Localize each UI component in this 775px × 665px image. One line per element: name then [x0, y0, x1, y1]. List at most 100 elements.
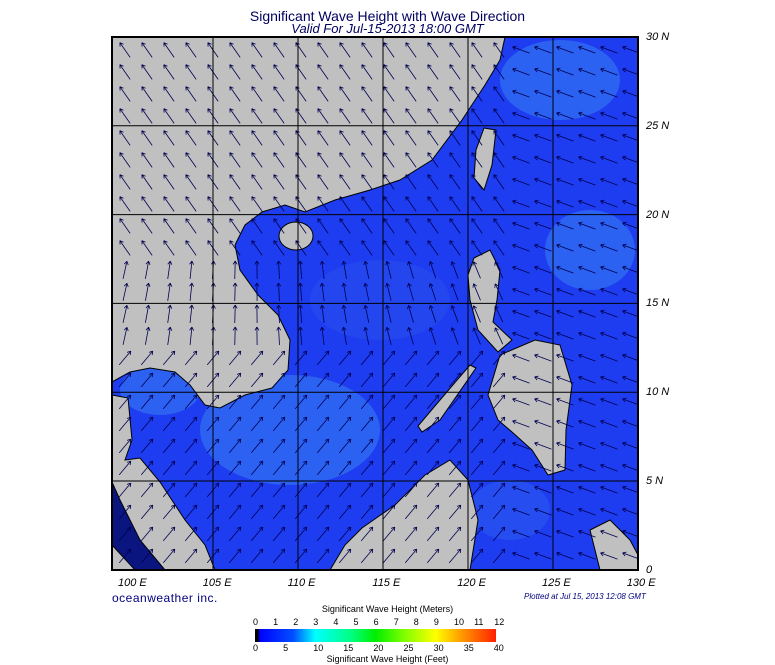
lon-label: 105 E — [202, 577, 232, 589]
direction-arrow — [363, 282, 370, 301]
direction-arrow — [471, 218, 483, 234]
direction-arrow — [448, 350, 462, 366]
direction-arrow — [317, 240, 329, 256]
direction-arrow — [163, 218, 175, 234]
direction-arrow — [426, 350, 440, 366]
direction-arrow — [141, 152, 153, 168]
direction-arrow — [534, 89, 552, 98]
direction-arrow — [450, 305, 459, 323]
direction-arrow — [273, 174, 285, 190]
direction-arrow — [426, 438, 440, 454]
direction-arrow — [162, 350, 176, 366]
direction-arrow — [449, 64, 461, 80]
wave-height-patches — [120, 40, 635, 540]
direction-arrow — [184, 548, 198, 564]
direction-arrow — [600, 133, 618, 142]
direction-arrow — [512, 265, 530, 274]
direction-arrow — [251, 174, 263, 190]
direction-arrow — [361, 86, 373, 102]
direction-arrow — [448, 416, 462, 432]
direction-arrow — [449, 108, 461, 124]
feet-tick: 15 — [343, 643, 354, 653]
feet-tick: 25 — [403, 643, 414, 653]
direction-arrow — [492, 394, 506, 410]
direction-arrow — [163, 196, 175, 212]
direction-arrow — [494, 305, 504, 323]
direction-arrow — [140, 482, 154, 498]
lat-label: 30 N — [646, 31, 670, 43]
direction-arrow — [622, 111, 638, 119]
direction-arrow — [382, 504, 396, 520]
direction-arrow — [382, 416, 396, 432]
direction-arrow — [339, 240, 351, 256]
direction-arrow — [298, 282, 303, 301]
direction-arrow — [189, 326, 194, 345]
direction-arrow — [471, 86, 483, 102]
meters-tick: 12 — [494, 617, 505, 627]
wave-height-map — [111, 36, 639, 571]
direction-arrow — [534, 177, 552, 186]
direction-arrow — [229, 64, 241, 80]
direction-arrow — [556, 441, 574, 450]
direction-arrow — [251, 130, 263, 146]
direction-arrow — [140, 438, 154, 454]
direction-arrow — [119, 86, 131, 102]
direction-arrow — [622, 463, 638, 471]
direction-arrow — [556, 133, 574, 142]
direction-arrow — [578, 551, 596, 560]
direction-arrow — [167, 260, 173, 279]
direction-arrow — [494, 283, 504, 301]
direction-arrow — [319, 326, 325, 345]
direction-arrow — [405, 218, 417, 234]
direction-arrow — [471, 130, 483, 146]
direction-arrow — [512, 485, 530, 494]
meters-tick: 3 — [313, 617, 319, 627]
direction-arrow — [317, 196, 329, 212]
direction-arrow — [493, 174, 505, 190]
direction-arrow — [273, 108, 285, 124]
direction-arrow — [600, 243, 618, 252]
direction-arrow — [600, 309, 618, 318]
direction-arrow — [316, 416, 330, 432]
direction-arrow — [512, 177, 530, 186]
direction-arrow — [360, 416, 374, 432]
direction-arrow — [361, 64, 373, 80]
direction-arrow — [338, 504, 352, 520]
direction-arrow — [427, 196, 439, 212]
meters-tick: 10 — [454, 617, 465, 627]
direction-arrow — [493, 196, 505, 212]
lon-label: 100 E — [118, 577, 147, 589]
direction-arrow — [578, 353, 596, 362]
direction-arrow — [385, 304, 392, 323]
direction-arrow — [184, 416, 198, 432]
direction-arrow — [319, 260, 325, 279]
direction-arrow — [448, 394, 462, 410]
direction-arrow — [317, 42, 329, 58]
direction-arrow — [341, 260, 347, 279]
direction-arrow — [298, 326, 303, 345]
lat-lon-grid — [112, 37, 638, 570]
direction-arrow — [272, 416, 286, 432]
direction-arrow — [341, 282, 347, 301]
direction-arrow — [317, 108, 329, 124]
direction-arrow — [534, 375, 552, 384]
direction-arrow — [251, 240, 263, 256]
direction-arrow — [385, 282, 392, 301]
direction-arrow — [228, 526, 242, 542]
direction-arrow — [294, 504, 308, 520]
lon-label: 110 E — [287, 577, 316, 589]
lon-label: 125 E — [542, 577, 571, 589]
direction-arrow — [383, 64, 395, 80]
direction-arrow — [493, 218, 505, 234]
direction-arrow — [140, 350, 154, 366]
direction-arrow — [338, 438, 352, 454]
direction-arrow — [622, 485, 638, 493]
direction-arrow — [448, 482, 462, 498]
direction-arrow — [122, 282, 129, 301]
direction-arrow — [472, 261, 481, 279]
direction-arrow — [228, 504, 242, 520]
direction-arrow — [622, 353, 638, 361]
direction-arrow — [578, 485, 596, 494]
direction-arrow — [492, 372, 506, 388]
feet-tick: 35 — [463, 643, 474, 653]
